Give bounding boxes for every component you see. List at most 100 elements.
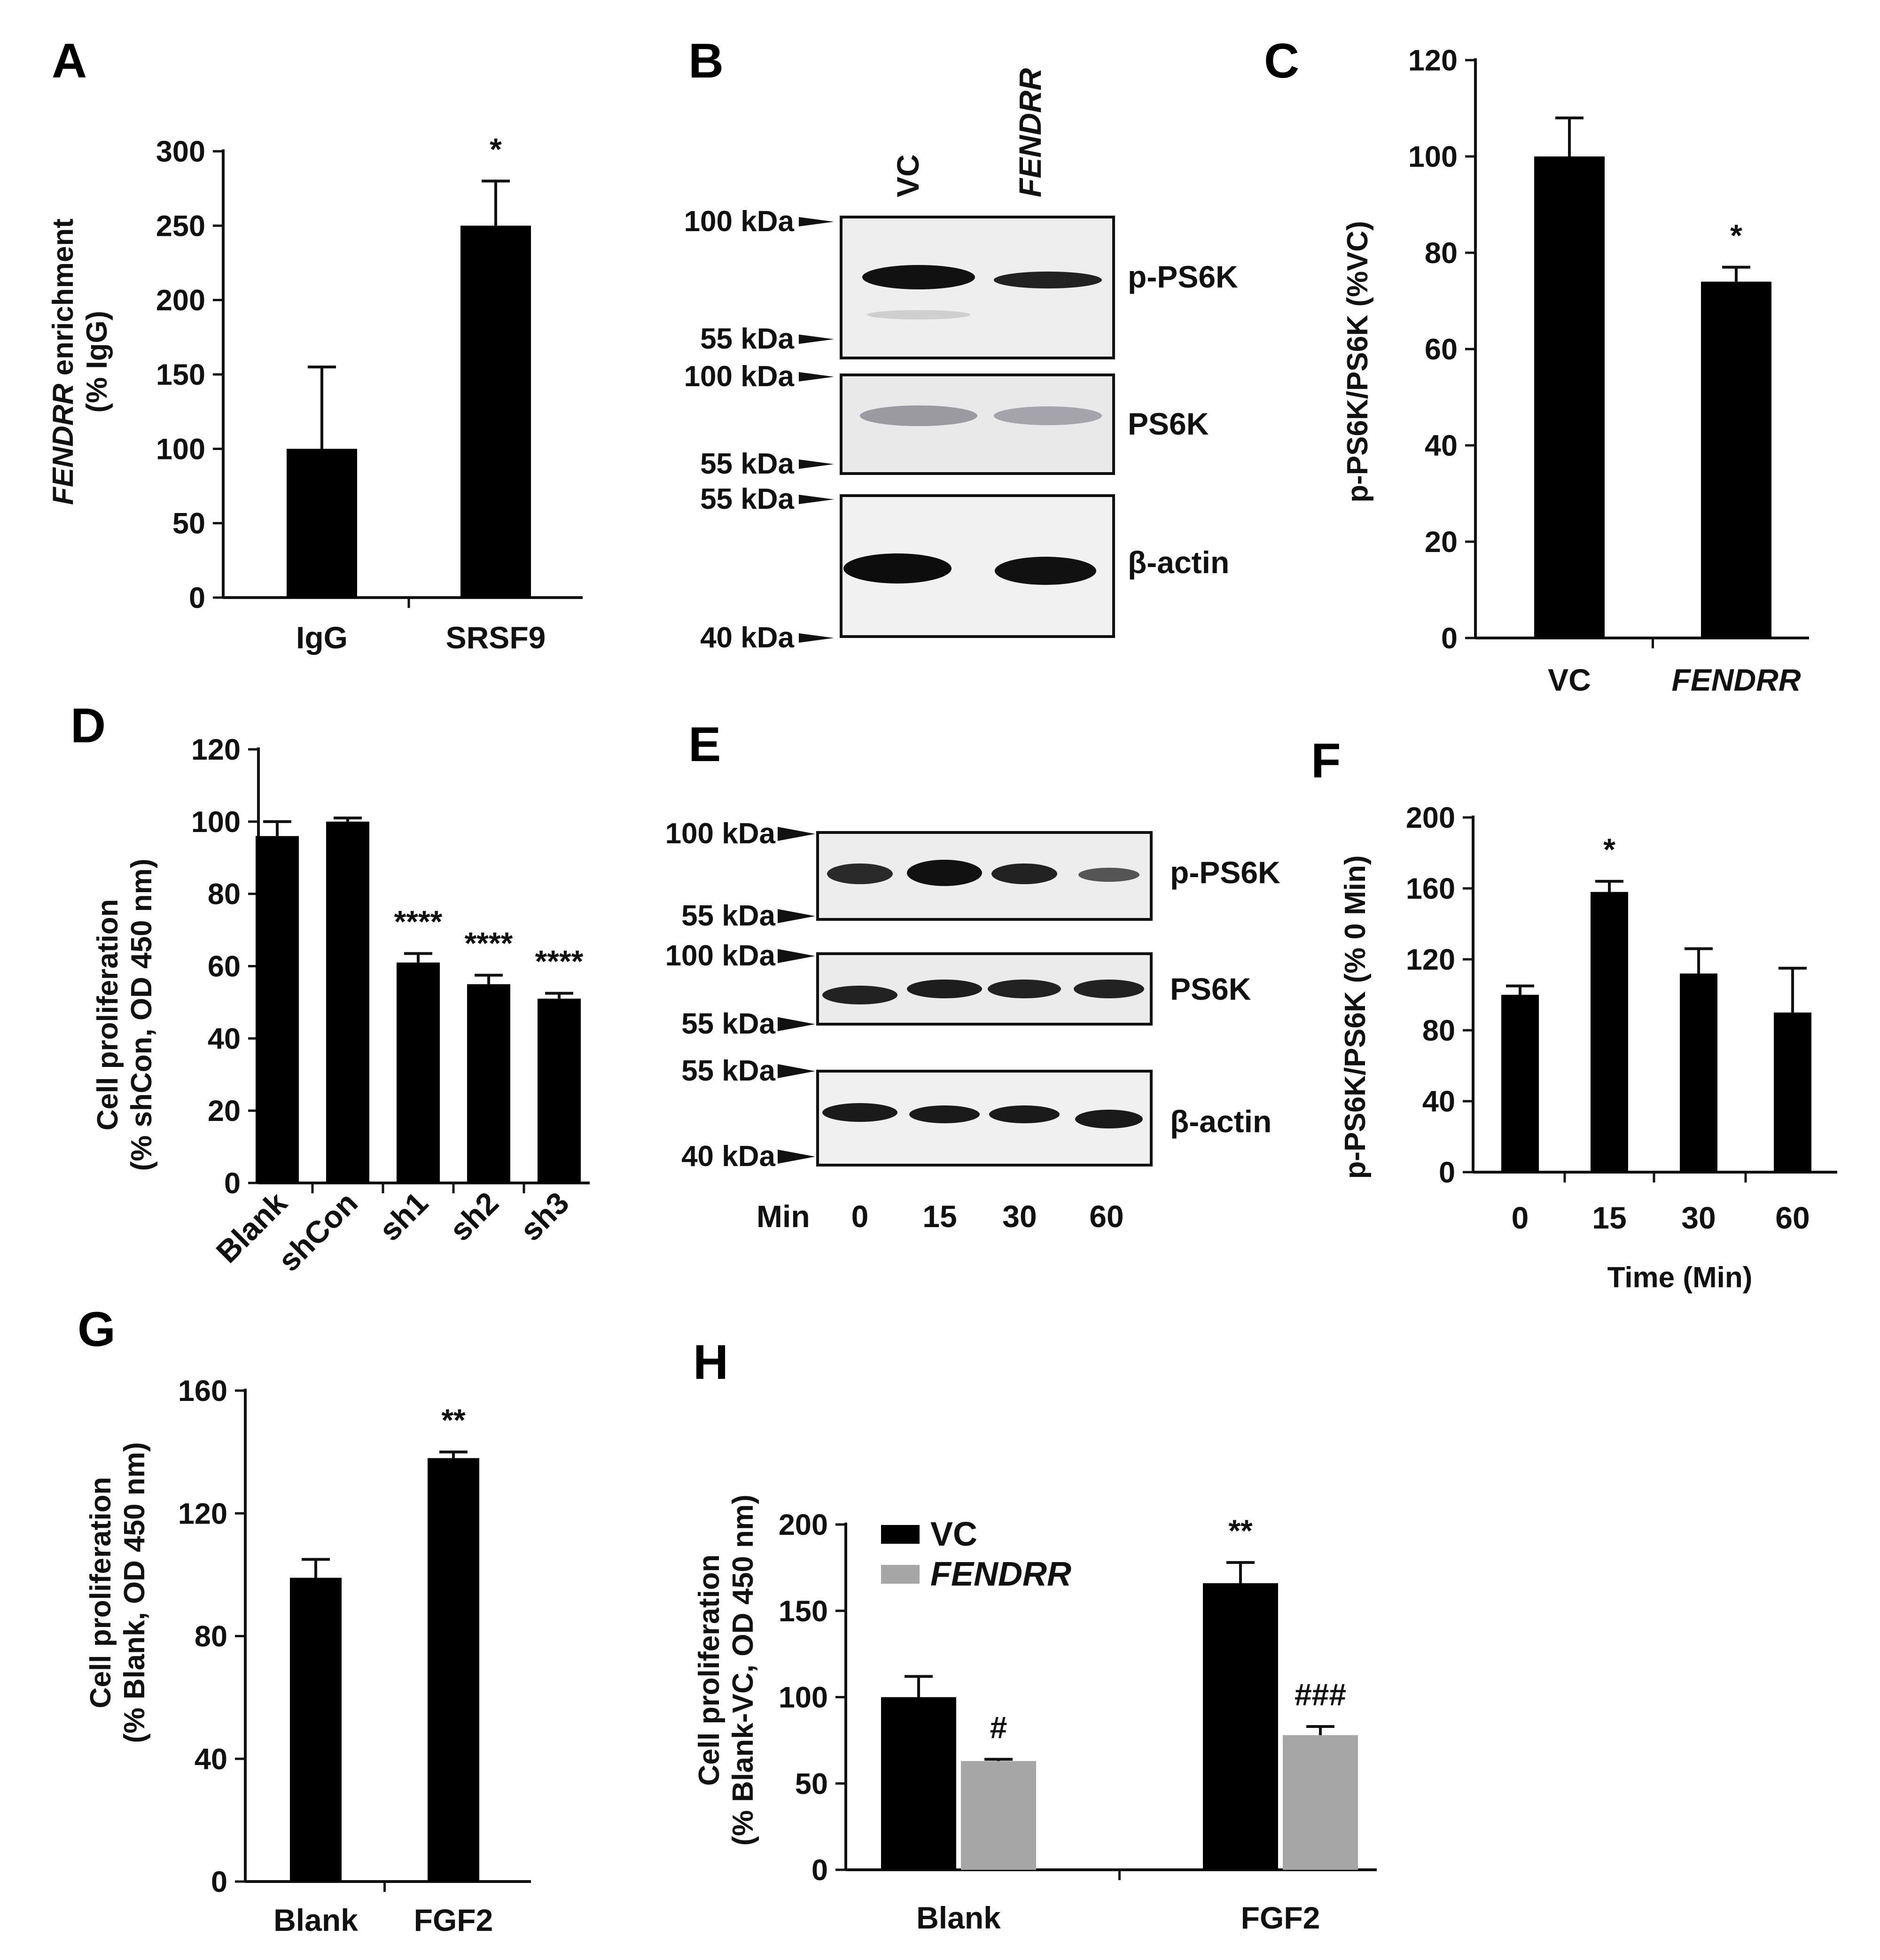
panel-g-ytick-label: 40 bbox=[195, 1743, 227, 1776]
panel-d-ytick-label: 0 bbox=[224, 1167, 241, 1200]
blot-b-marker-6: 40 kDa bbox=[700, 622, 794, 654]
panel-d-ylabel: Cell proliferation (% shCon, OD 450 nm) bbox=[92, 859, 158, 1171]
panel-h-bar-vc-blank bbox=[881, 1697, 956, 1870]
panel-h-ytick-label: 100 bbox=[779, 1681, 828, 1714]
blot-b-marker-arrows bbox=[799, 217, 834, 643]
blot-b-membrane-2 bbox=[840, 373, 1115, 475]
panel-c-ytick-label: 60 bbox=[1425, 333, 1458, 366]
panel-f-category-label: 60 bbox=[1775, 1200, 1810, 1235]
blot-b-band-ps6k-vc bbox=[860, 405, 977, 426]
panel-h-bar-vc-fgf2 bbox=[1203, 1583, 1278, 1870]
panel-c-ytick-label: 100 bbox=[1408, 140, 1458, 173]
panel-h-ylabel: Cell proliferation (% Blank-VC, OD 450 n… bbox=[693, 1494, 759, 1846]
blot-e-lane-15: 15 bbox=[922, 1199, 957, 1234]
blot-e-label-ps6k: PS6K bbox=[1170, 972, 1251, 1006]
blot-b-label-pps6k: p-PS6K bbox=[1128, 259, 1238, 294]
blot-b-marker-1: 100 kDa bbox=[684, 205, 795, 238]
panel-h-ytick-label: 200 bbox=[779, 1509, 828, 1541]
panel-f-ytick-label: 80 bbox=[1422, 1014, 1455, 1047]
panel-d-ytick-label: 40 bbox=[208, 1022, 241, 1055]
blot-b-band-pps6k-vc bbox=[862, 265, 975, 289]
western-blot-e: p-PS6K PS6K β-actin 100 kDa 55 kDa 100 k… bbox=[665, 817, 1280, 1234]
blot-b-label-actin: β-actin bbox=[1128, 545, 1229, 580]
panel-a-bar-igg bbox=[287, 449, 357, 598]
blot-e-band-actin-0 bbox=[822, 1103, 897, 1122]
panel-f-bar-0 bbox=[1501, 995, 1539, 1172]
chart-panel-a: 0 50 100 150 200 250 300 IgG SRSF9 * bbox=[156, 132, 583, 655]
svg-text:(% Blank-VC, OD 450 nm): (% Blank-VC, OD 450 nm) bbox=[727, 1494, 759, 1846]
blot-b-band-ps6k-fendrr bbox=[994, 406, 1102, 425]
legend-label-vc: VC bbox=[930, 1516, 977, 1553]
panel-f-ylabel: p-PS6K/PS6K (% 0 Min) bbox=[1339, 856, 1372, 1179]
blot-b-label-ps6k: PS6K bbox=[1128, 406, 1209, 441]
panel-label-c: C bbox=[1264, 34, 1299, 88]
chart-panel-f: 0 40 80 120 160 200 0 15 30 60 * bbox=[1406, 801, 1837, 1235]
blot-e-lane-60: 60 bbox=[1089, 1199, 1123, 1234]
panel-g-ylabel: Cell proliferation (% Blank, OD 450 nm) bbox=[85, 1442, 151, 1743]
panel-d-ytick-label: 60 bbox=[208, 950, 241, 983]
svg-text:Cell proliferation: Cell proliferation bbox=[92, 899, 124, 1131]
blot-e-band-ps6k-15 bbox=[907, 980, 982, 998]
panel-h-ytick-label: 50 bbox=[795, 1767, 828, 1800]
blot-e-band-pps6k-0 bbox=[827, 863, 893, 884]
panel-a-ytick-label: 300 bbox=[156, 135, 205, 168]
panel-d-bar-sh2 bbox=[467, 984, 510, 1183]
panel-f-category-label: 0 bbox=[1512, 1200, 1529, 1235]
blot-e-band-actin-15 bbox=[909, 1105, 980, 1123]
panel-d-bar-sh1 bbox=[397, 962, 440, 1183]
panel-g-ytick-label: 0 bbox=[211, 1866, 227, 1898]
panel-f-category-label: 15 bbox=[1592, 1200, 1626, 1235]
blot-b-marker-5: 55 kDa bbox=[700, 483, 794, 515]
panel-h-bar-fendrr-fgf2 bbox=[1283, 1735, 1358, 1870]
panel-f-ytick-label: 120 bbox=[1406, 943, 1455, 976]
blot-b-lane-fendrr: FENDRR bbox=[1013, 68, 1047, 197]
panel-c-bar-vc bbox=[1534, 156, 1605, 638]
svg-text:(% IgG): (% IgG) bbox=[81, 311, 113, 413]
blot-b-marker-4: 55 kDa bbox=[700, 448, 794, 480]
panel-a-ytick-label: 200 bbox=[156, 284, 205, 317]
blot-e-band-pps6k-60 bbox=[1078, 868, 1139, 882]
panel-h-category-label: Blank bbox=[916, 1900, 1001, 1935]
blot-b-lane-vc: VC bbox=[890, 154, 925, 197]
chart-panel-c: 0 20 40 60 80 100 120 VC FENDRR * bbox=[1408, 44, 1809, 697]
panel-f-bar-15 bbox=[1591, 892, 1628, 1172]
panel-d-ytick-label: 80 bbox=[208, 878, 241, 911]
blot-e-band-pps6k-30 bbox=[991, 863, 1057, 884]
panel-a-bar-srsf9 bbox=[460, 226, 531, 598]
svg-text:FENDRR enrichment: FENDRR enrichment bbox=[47, 218, 79, 505]
panel-d-category-label: sh2 bbox=[443, 1185, 505, 1248]
blot-e-band-ps6k-60 bbox=[1074, 980, 1144, 998]
blot-b-band-actin-fendrr bbox=[995, 557, 1096, 585]
panel-d-bar-sh1-annotation: **** bbox=[394, 904, 443, 939]
panel-h-ytick-label: 0 bbox=[811, 1854, 828, 1887]
svg-text:(% shCon, OD 450 nm): (% shCon, OD 450 nm) bbox=[125, 859, 158, 1171]
panel-label-f: F bbox=[1311, 734, 1341, 788]
blot-e-band-ps6k-30 bbox=[988, 980, 1061, 998]
panel-g-bar-blank bbox=[290, 1578, 342, 1882]
panel-f-bar-15-annotation: * bbox=[1603, 832, 1615, 867]
panel-d-bar-sh2-annotation: **** bbox=[465, 926, 513, 961]
blot-b-band-actin-vc bbox=[843, 553, 952, 583]
blot-e-lane-header: Min bbox=[757, 1199, 810, 1234]
blot-e-marker-arrows bbox=[778, 827, 815, 1164]
panel-d-bar-blank bbox=[256, 836, 299, 1183]
panel-label-b: B bbox=[688, 34, 724, 88]
panel-f-xlabel: Time (Min) bbox=[1607, 1261, 1753, 1294]
panel-a-ytick-label: 150 bbox=[156, 358, 205, 391]
blot-e-marker-1: 100 kDa bbox=[665, 817, 776, 850]
panel-c-ytick-label: 80 bbox=[1425, 237, 1458, 270]
blot-e-band-actin-30 bbox=[989, 1105, 1060, 1123]
panel-d-bar-sh3 bbox=[538, 998, 581, 1183]
panel-d-ytick-label: 100 bbox=[191, 806, 241, 839]
panel-g-bar-fgf2-annotation: ** bbox=[441, 1403, 466, 1438]
panel-c-ytick-label: 20 bbox=[1425, 526, 1458, 559]
svg-text:(% Blank, OD 450 nm): (% Blank, OD 450 nm) bbox=[118, 1442, 151, 1743]
panel-f-ytick-label: 40 bbox=[1422, 1085, 1455, 1118]
panel-c-ytick-label: 0 bbox=[1441, 622, 1458, 655]
panel-a-ylabel: FENDRR enrichment (% IgG) bbox=[47, 218, 113, 505]
panel-f-category-label: 30 bbox=[1681, 1200, 1716, 1235]
panel-label-d: D bbox=[70, 699, 106, 753]
panel-a-ytick-label: 100 bbox=[156, 433, 205, 466]
panel-a-category-label: SRSF9 bbox=[446, 620, 546, 655]
chart-panel-h: 0 50 100 150 200 Blank FGF2 # ** ### bbox=[779, 1509, 1377, 1935]
